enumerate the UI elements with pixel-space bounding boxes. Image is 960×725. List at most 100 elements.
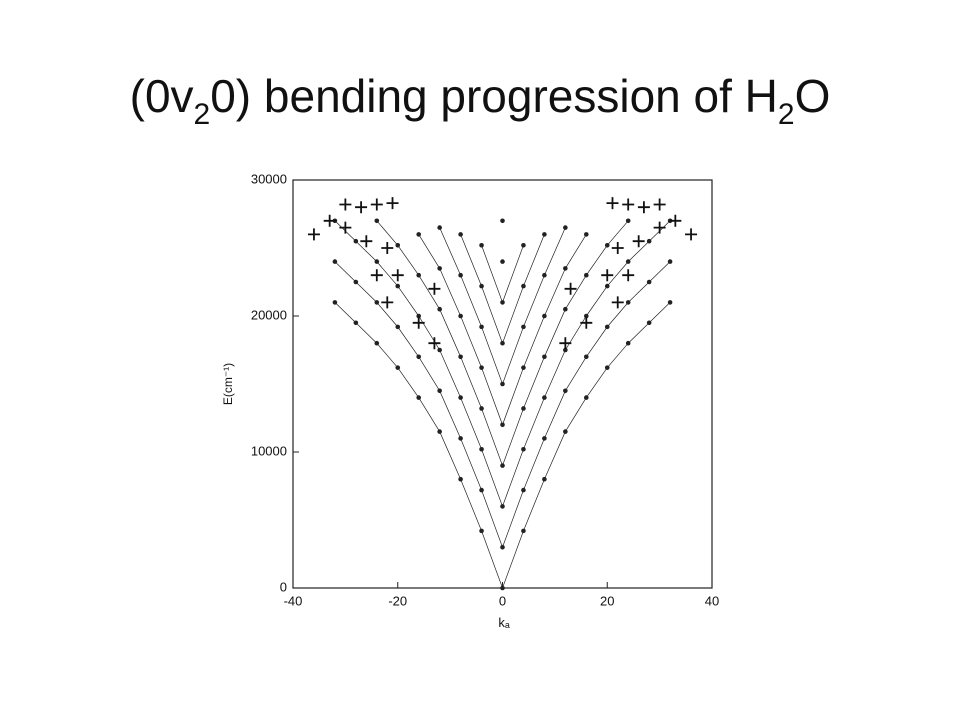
- x-tick-label: -40: [284, 593, 303, 608]
- dot-marker: [563, 388, 568, 394]
- dot-marker: [521, 324, 526, 330]
- dot-marker: [500, 504, 505, 509]
- plus-marker: [370, 269, 383, 282]
- dot-marker: [437, 388, 442, 394]
- plus-marker: [355, 201, 368, 214]
- dot-marker: [500, 544, 505, 550]
- dot-marker: [500, 463, 505, 468]
- dot-marker: [395, 242, 401, 248]
- plus-marker: [391, 269, 404, 282]
- dot-marker: [479, 242, 484, 248]
- dot-marker: [500, 300, 505, 305]
- plus-marker: [637, 201, 650, 214]
- dot-marker: [521, 365, 526, 370]
- dot-marker: [500, 585, 505, 591]
- dot-marker: [563, 266, 568, 271]
- plus-marker: [339, 221, 352, 234]
- dot-marker: [395, 283, 401, 289]
- dot-marker: [563, 306, 568, 312]
- dot-marker: [479, 324, 484, 330]
- plus-marker: [622, 269, 635, 282]
- title-part: 2: [778, 98, 795, 131]
- dot-marker: [625, 340, 631, 346]
- dot-marker: [542, 354, 547, 360]
- dot-marker: [584, 313, 589, 319]
- title-part: 0) bending progression of H: [210, 70, 778, 122]
- dot-marker: [604, 365, 610, 370]
- dot-marker: [625, 259, 631, 264]
- plus-marker: [381, 296, 394, 309]
- dot-marker: [521, 487, 526, 493]
- dot-marker: [604, 283, 610, 289]
- dot-marker: [604, 324, 610, 330]
- dot-marker: [563, 429, 568, 434]
- dot-marker: [437, 306, 442, 312]
- title-part: O: [795, 70, 831, 122]
- dot-marker: [332, 259, 338, 264]
- dot-marker: [500, 340, 505, 346]
- plus-marker: [323, 214, 336, 227]
- y-axis-label: E(cm⁻¹): [221, 363, 235, 405]
- dot-marker: [521, 528, 526, 534]
- dot-marker: [437, 266, 442, 271]
- plus-marker: [580, 316, 593, 329]
- plus-marker: [370, 198, 383, 211]
- dot-marker: [437, 347, 442, 353]
- dot-marker: [625, 218, 631, 224]
- dot-marker: [395, 365, 401, 370]
- plus-marker: [386, 197, 399, 210]
- dot-marker: [563, 225, 568, 230]
- dot-marker: [584, 395, 589, 400]
- dot-marker: [500, 259, 505, 264]
- dot-marker: [353, 279, 359, 285]
- dot-marker: [458, 354, 463, 360]
- dot-marker: [437, 225, 442, 230]
- dot-marker: [395, 324, 401, 330]
- dot-marker: [353, 320, 359, 326]
- plus-marker: [601, 269, 614, 282]
- dot-marker: [479, 406, 484, 411]
- plus-marker: [632, 235, 645, 248]
- dot-marker: [458, 232, 463, 237]
- dot-marker: [479, 365, 484, 370]
- dot-marker: [479, 446, 484, 452]
- dot-marker: [646, 238, 652, 244]
- dot-marker: [521, 406, 526, 411]
- x-tick-label: 40: [705, 593, 719, 608]
- dot-marker: [458, 313, 463, 319]
- dot-marker: [332, 300, 338, 305]
- plus-marker: [606, 197, 619, 210]
- dot-marker: [374, 300, 380, 305]
- title-part: (0v: [130, 70, 194, 122]
- dot-marker: [563, 347, 568, 353]
- dot-marker: [458, 436, 463, 441]
- dot-marker: [374, 218, 380, 224]
- dot-marker: [521, 446, 526, 452]
- dot-marker: [416, 272, 422, 278]
- dot-marker: [542, 232, 547, 237]
- plus-marker: [307, 228, 320, 241]
- plus-marker: [669, 214, 682, 227]
- y-tick-label: 10000: [251, 443, 287, 458]
- plus-marker: [412, 316, 425, 329]
- dot-marker: [542, 272, 547, 278]
- dot-marker: [500, 218, 505, 224]
- dot-marker: [542, 313, 547, 319]
- y-tick-label: 0: [280, 579, 287, 594]
- dot-marker: [500, 422, 505, 428]
- plus-marker: [653, 198, 666, 211]
- plus-marker: [564, 282, 577, 295]
- dot-marker: [437, 429, 442, 434]
- x-tick-label: 20: [600, 593, 614, 608]
- dot-marker: [416, 354, 422, 360]
- dot-marker: [416, 395, 422, 400]
- plus-marker: [428, 337, 441, 350]
- y-tick-label: 20000: [251, 307, 287, 322]
- plus-marker: [428, 282, 441, 295]
- dot-marker: [479, 528, 484, 534]
- dot-marker: [374, 340, 380, 346]
- dot-marker: [416, 313, 422, 319]
- plus-marker: [611, 296, 624, 309]
